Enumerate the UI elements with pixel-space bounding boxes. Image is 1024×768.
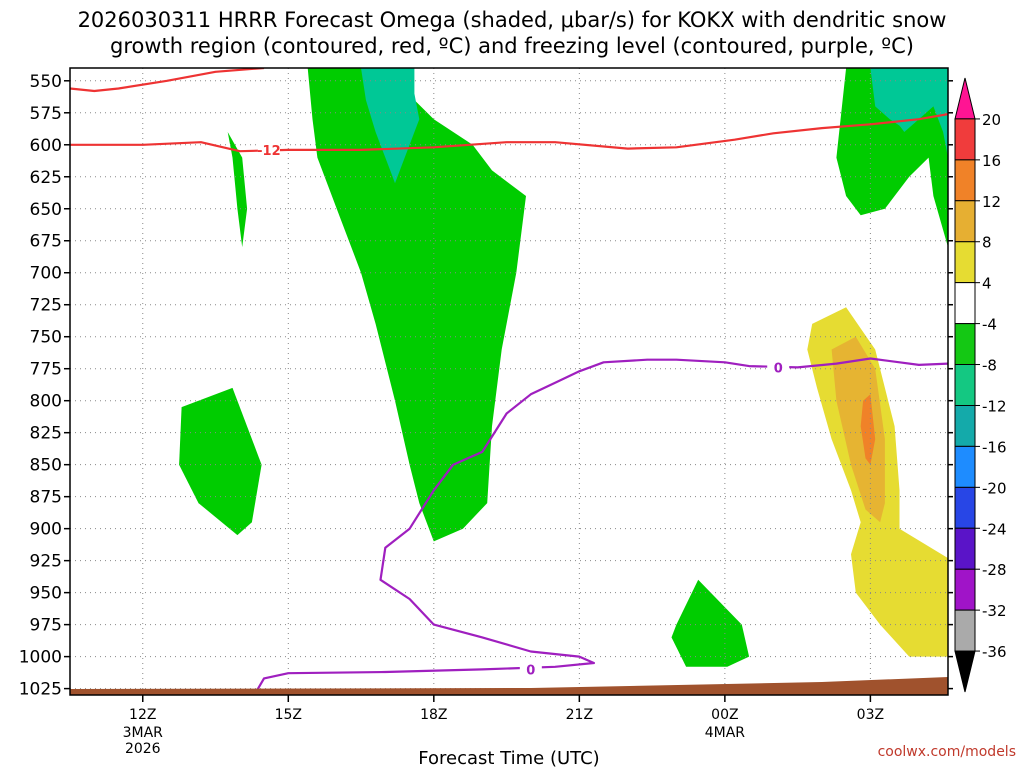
omega-region-0-2: [179, 387, 262, 536]
colorbar-label: -20: [982, 479, 1007, 497]
omega-region-0-3: [671, 579, 750, 667]
chart-title-line-2: growth region (contoured, red, ºC) and f…: [110, 34, 914, 58]
y-tick-label: 775: [30, 360, 62, 380]
colorbar-label: -24: [982, 520, 1007, 538]
x-tick-date: 3MAR: [123, 725, 164, 741]
omega-region-1-1: [870, 68, 948, 158]
y-tick-label: 875: [30, 488, 62, 508]
colorbar-label: -28: [982, 561, 1007, 579]
colorbar-label: -4: [982, 316, 997, 334]
colorbar-label: 20: [982, 111, 1001, 129]
plot-area: -12 0 0: [69, 67, 949, 696]
colorbar-swatch: [954, 159, 976, 202]
colorbar-swatch: [954, 445, 976, 488]
plot-frame: [69, 67, 949, 696]
y-tick-label: 625: [30, 168, 62, 188]
y-tick-label: 900: [30, 520, 62, 540]
contour-line-5: [70, 68, 948, 153]
colorbar-swatch: [954, 527, 976, 570]
colorbar-swatch: [954, 241, 976, 284]
omega-region-0-1: [227, 132, 248, 248]
colorbar-swatch: [954, 650, 976, 693]
omega-region-1-0: [361, 68, 420, 184]
colorbar-label: 8: [982, 234, 992, 252]
colorbar-swatch: [954, 118, 976, 161]
credit-text: coolwx.com/models: [878, 744, 1016, 760]
colorbar-label: -8: [982, 357, 997, 375]
y-tick-label: 975: [30, 616, 62, 636]
omega-region-0-0: [307, 68, 526, 542]
colorbar-label: -12: [982, 397, 1007, 415]
colorbar: 20 16 12 8 4 -4 -8 -12 -16 -20 -24 -28 -32 -36: [954, 77, 1007, 693]
contour-label-minus12-bg: [257, 141, 280, 158]
colorbar-label: -32: [982, 602, 1007, 620]
y-tick-label: 600: [30, 136, 62, 156]
y-tick-label: 575: [30, 104, 62, 124]
colorbar-swatch: [954, 404, 976, 447]
colorbar-swatch: [954, 486, 976, 529]
y-tick-label: 1025: [19, 680, 62, 700]
contour-label-zero-upper: 0: [774, 361, 783, 376]
y-tick-label: 750: [30, 328, 62, 348]
x-axis-label: Forecast Time (UTC): [418, 748, 599, 768]
x-tick-label: 00Z: [711, 707, 738, 723]
y-tick-label: 700: [30, 264, 62, 284]
x-tick-label: 15Z: [275, 707, 302, 723]
y-tick-label: 850: [30, 456, 62, 476]
y-tick-label: 825: [30, 424, 62, 444]
x-tick-label: 03Z: [857, 707, 884, 723]
colorbar-swatch: [954, 609, 976, 652]
colorbar-swatch: [954, 77, 976, 120]
ground-surface: [70, 677, 948, 695]
colorbar-swatch: [954, 200, 976, 243]
omega-region-4-0: [860, 394, 876, 465]
contour-label-zero-lower: 0: [526, 663, 535, 678]
y-tick-label: 675: [30, 232, 62, 252]
contour-label-zero-upper-bg: [767, 359, 790, 376]
y-tick-label: 725: [30, 296, 62, 316]
y-tick-label: 550: [30, 72, 62, 92]
colorbar-label: 4: [982, 275, 992, 293]
y-tick-label: 650: [30, 200, 62, 220]
y-tick-label: 800: [30, 392, 62, 412]
x-tick-year: 2026: [125, 741, 161, 757]
y-tick-label: 925: [30, 552, 62, 572]
colorbar-label: 12: [982, 193, 1001, 211]
x-tick-date: 4MAR: [705, 725, 746, 741]
colorbar-swatch: [954, 282, 976, 325]
colorbar-label: -36: [982, 643, 1007, 661]
x-tick-label: 21Z: [566, 707, 593, 723]
contour-label-zero-lower-bg: [519, 661, 542, 678]
x-tick-label: 12Z: [129, 707, 156, 723]
x-tick-label: 18Z: [420, 707, 447, 723]
colorbar-swatch: [954, 364, 976, 406]
colorbar-swatch: [954, 323, 976, 366]
colorbar-swatch: [954, 568, 976, 611]
chart-title-line-1: 2026030311 HRRR Forecast Omega (shaded, …: [78, 8, 947, 32]
contour-label-minus12: -12: [257, 144, 281, 159]
colorbar-label: 16: [982, 152, 1001, 170]
y-tick-label: 1000: [19, 648, 62, 668]
axes: 550 575 600 625 650 675 700 725 750 775 800 825 850 8…: [19, 72, 953, 757]
omega-region-3-0: [831, 336, 885, 523]
y-tick-label: 950: [30, 584, 62, 604]
plot-inner: -12 0 0: [70, 68, 948, 695]
colorbar-label: -16: [982, 438, 1007, 456]
